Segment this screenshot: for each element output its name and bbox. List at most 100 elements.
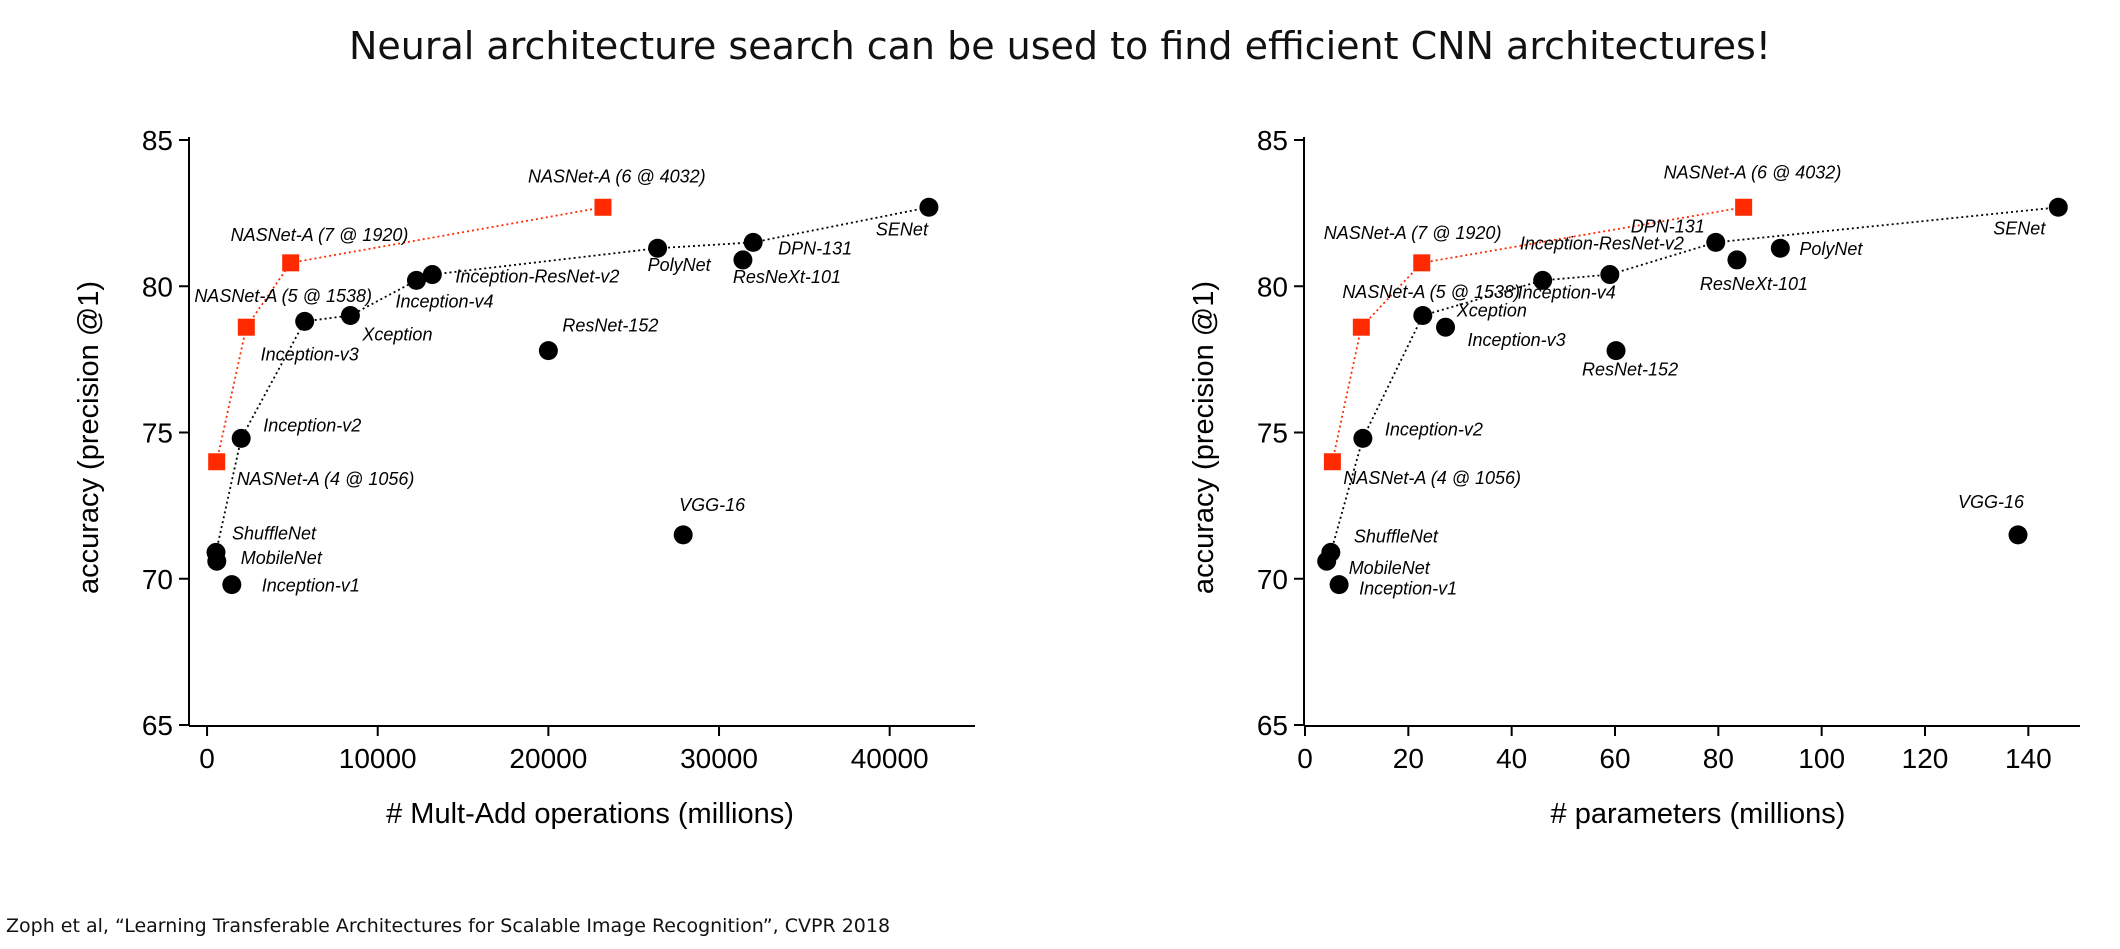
nasnet-point [1352, 318, 1370, 336]
x-tick-label: 40000 [851, 743, 929, 774]
baseline-point-label: Inception-v1 [262, 576, 360, 596]
baseline-point [1329, 575, 1349, 595]
nasnet-frontier-line [1331, 206, 1744, 462]
y-tick-label: 75 [142, 418, 173, 449]
baseline-point-label: Inception-ResNet-v2 [1520, 234, 1684, 254]
nasnet-frontier-line [215, 206, 604, 462]
x-tick-label: 100 [1798, 743, 1845, 774]
baseline-point [231, 428, 251, 448]
y-tick-label: 65 [142, 710, 173, 741]
baseline-point [743, 232, 763, 252]
nasnet-point [208, 453, 226, 471]
y-tick-label: 80 [142, 271, 173, 302]
y-tick-label: 70 [1257, 564, 1288, 595]
y-tick-label: 80 [1257, 271, 1288, 302]
baseline-point [648, 238, 668, 258]
baseline-point-label: DPN-131 [1631, 216, 1705, 236]
nasnet-point [282, 254, 300, 272]
x-tick-label: 120 [1902, 743, 1949, 774]
baseline-point-label: ResNeXt-101 [1700, 274, 1808, 294]
baseline-point-label: ResNet-152 [562, 316, 658, 336]
nasnet-point-label: NASNet-A (6 @ 4032) [528, 166, 706, 186]
params-vs-accuracy-chart: 65 70 75 80 85 0 20 40 60 80 100 120 140 # parameters… [1188, 125, 2080, 830]
y-tick-label: 70 [142, 564, 173, 595]
baseline-point-label: Inception-v4 [395, 291, 493, 311]
x-tick-label: 40 [1496, 743, 1527, 774]
baseline-point [406, 270, 426, 290]
nasnet-point-label: NASNet-A (4 @ 1056) [237, 469, 415, 489]
x-axis-title: # Mult-Add operations (millions) [386, 798, 794, 830]
baseline-point [1606, 341, 1626, 361]
baseline-point-label: PolyNet [648, 255, 712, 275]
baseline-point [1533, 270, 1553, 290]
baseline-point [1413, 306, 1433, 325]
baseline-point-label: Xception [361, 325, 432, 345]
macs-vs-accuracy-chart: 65 70 75 80 85 0 10000 20000 30000 40000 # Mult-Ad… [73, 125, 975, 830]
slide-title: Neural architecture search can be used t… [348, 24, 1771, 68]
x-tick-label: 140 [2005, 743, 2052, 774]
baseline-point-label: Xception [1456, 301, 1527, 321]
nasnet-point [594, 198, 612, 216]
baseline-point-label: Inception-v1 [1359, 579, 1457, 599]
nasnet-point-label: NASNet-A (5 @ 1538) [1342, 282, 1520, 302]
baseline-point [2008, 525, 2028, 545]
x-tick-label: 20 [1393, 743, 1424, 774]
baseline-point [295, 311, 315, 331]
nasnet-point-label: NASNet-A (7 @ 1920) [231, 225, 409, 245]
baseline-point [222, 575, 242, 595]
baseline-point-label: DPN-131 [778, 238, 852, 258]
baseline-point-label: ResNeXt-101 [733, 267, 841, 287]
baseline-point [673, 525, 693, 545]
baseline-point [1321, 542, 1341, 562]
nasnet-point [1735, 198, 1753, 216]
baseline-point-label: VGG-16 [1958, 492, 2025, 512]
baseline-point [1727, 250, 1747, 270]
baseline-point [1706, 232, 1726, 252]
baseline-point-label: ShuffleNet [232, 523, 317, 543]
nasnet-point [237, 318, 255, 336]
baseline-point [1600, 265, 1620, 285]
x-tick-label: 0 [199, 743, 215, 774]
x-tick-label: 20000 [509, 743, 587, 774]
baseline-point-label: Inception-v3 [1468, 330, 1566, 350]
x-tick-label: 80 [1703, 743, 1734, 774]
baseline-point [538, 341, 558, 361]
baseline-point [422, 265, 442, 285]
x-tick-label: 30000 [680, 743, 758, 774]
baseline-point-label: Inception-v3 [261, 344, 359, 364]
nasnet-point-label: NASNet-A (4 @ 1056) [1343, 468, 1521, 488]
x-tick-label: 10000 [339, 743, 417, 774]
baseline-point-label: VGG-16 [679, 495, 746, 515]
y-axis-title: accuracy (precision @1) [73, 281, 105, 594]
baseline-point-label: Inception-ResNet-v2 [455, 267, 619, 287]
baseline-point-label: SENet [1993, 218, 2046, 238]
baseline-point-label: PolyNet [1799, 239, 1863, 259]
y-tick-label: 85 [142, 125, 173, 156]
baseline-point-label: SENet [876, 219, 929, 239]
y-tick-label: 85 [1257, 125, 1288, 156]
y-tick-label: 75 [1257, 418, 1288, 449]
baseline-point [1436, 317, 1456, 337]
baseline-point [2048, 197, 2068, 217]
baseline-point-label: ShuffleNet [1354, 526, 1439, 546]
baseline-point-label: MobileNet [1349, 558, 1431, 578]
baseline-point-label: MobileNet [241, 548, 323, 568]
y-axis-title: accuracy (precision @1) [1188, 281, 1220, 594]
citation: Zoph et al, “Learning Transferable Archi… [6, 915, 891, 937]
x-tick-label: 60 [1599, 743, 1630, 774]
baseline-point-label: ResNet-152 [1582, 360, 1678, 380]
baseline-point-label: Inception-v2 [1385, 419, 1483, 439]
nasnet-point-label: NASNet-A (6 @ 4032) [1664, 162, 1842, 182]
baseline-point [733, 250, 753, 270]
y-tick-label: 65 [1257, 710, 1288, 741]
x-axis-title: # parameters (millions) [1551, 798, 1846, 830]
baseline-point-label: Inception-v4 [1518, 282, 1616, 302]
baseline-point [919, 197, 939, 217]
nasnet-point [1323, 453, 1341, 471]
baseline-point [1353, 428, 1373, 448]
nasnet-point-label: NASNet-A (7 @ 1920) [1324, 223, 1502, 243]
nasnet-point [1413, 254, 1431, 272]
baseline-point [1770, 238, 1790, 258]
baseline-point-label: Inception-v2 [263, 415, 361, 435]
baseline-point [206, 542, 226, 562]
